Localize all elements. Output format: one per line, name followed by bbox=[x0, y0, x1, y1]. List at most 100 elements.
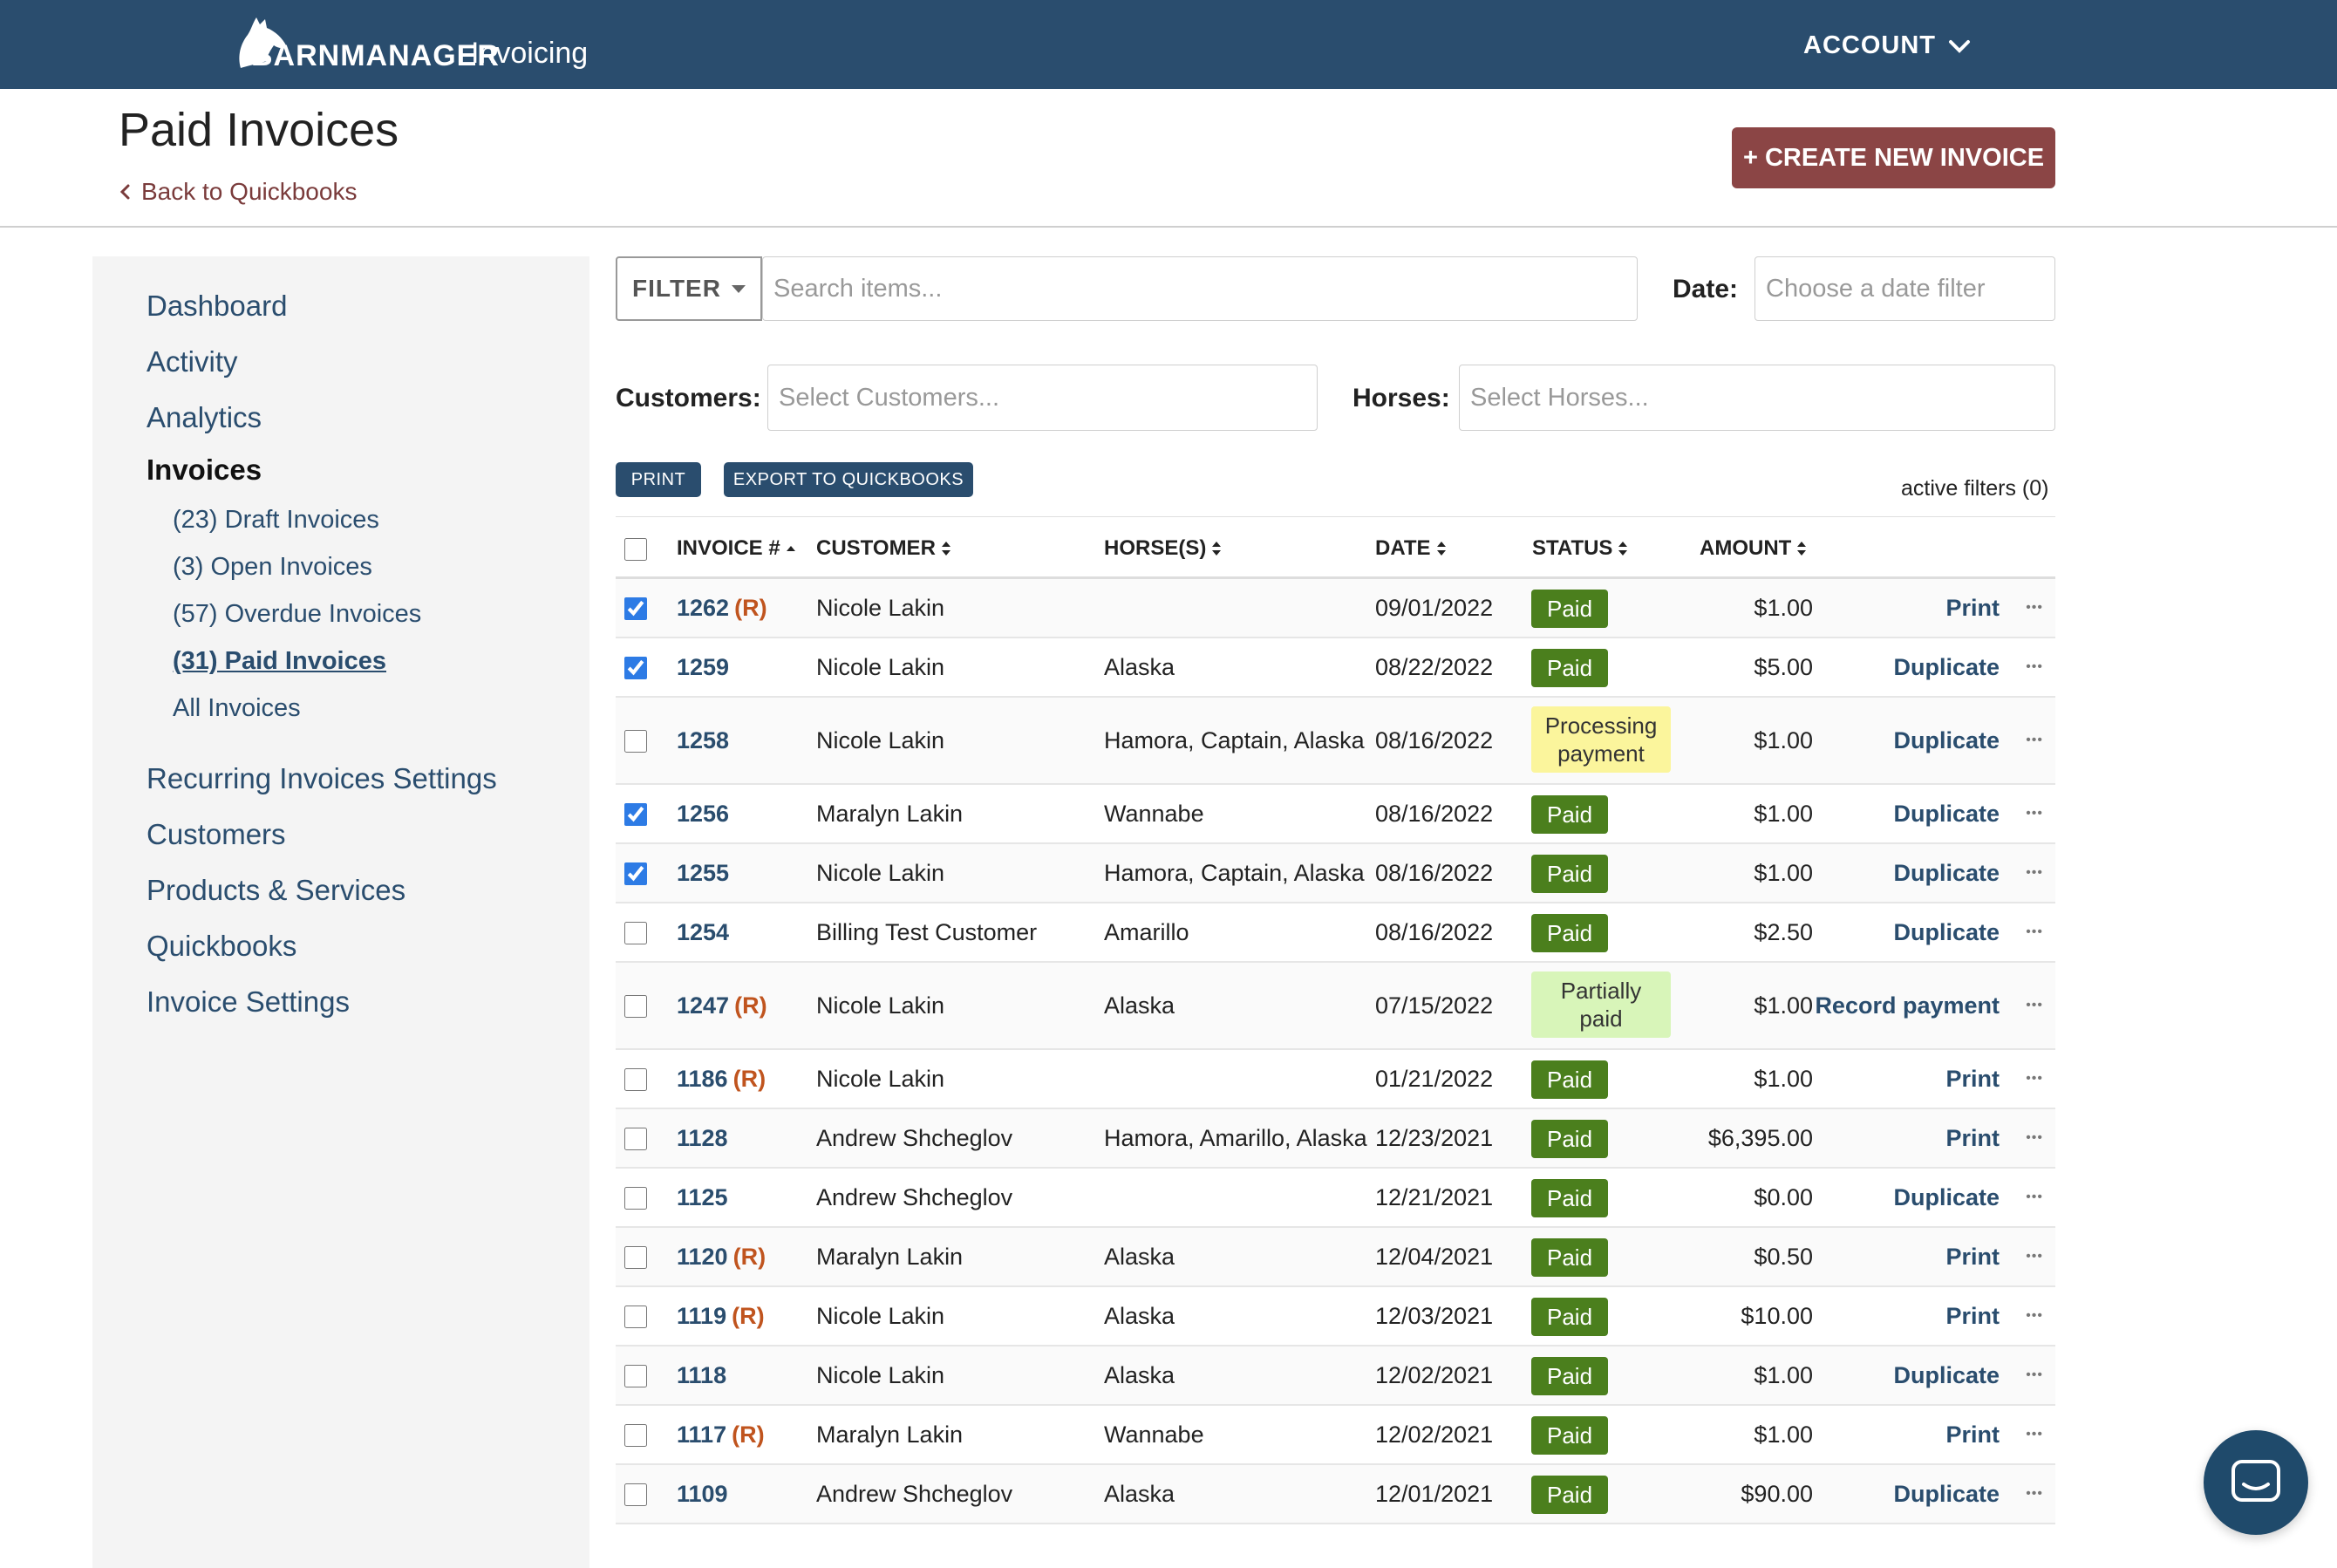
ellipsis-icon[interactable]: ••• bbox=[2026, 1427, 2043, 1442]
row-select-checkbox[interactable] bbox=[624, 1306, 647, 1328]
row-select-checkbox[interactable] bbox=[624, 1187, 647, 1210]
ellipsis-icon[interactable]: ••• bbox=[2026, 733, 2043, 747]
row-select-checkbox[interactable] bbox=[624, 1365, 647, 1387]
back-to-quickbooks-link[interactable]: Back to Quickbooks bbox=[119, 178, 357, 206]
sidebar-item-recurring-invoices-settings[interactable]: Recurring Invoices Settings bbox=[146, 762, 497, 794]
invoice-number-cell[interactable]: 1125 bbox=[677, 1184, 728, 1211]
header-amount[interactable]: AMOUNT bbox=[1700, 536, 1807, 561]
invoice-number-link[interactable]: 1258 bbox=[677, 727, 730, 753]
sidebar-item-dashboard[interactable]: Dashboard bbox=[146, 290, 288, 322]
row-action-link[interactable]: Print bbox=[1945, 1421, 2000, 1448]
table-row[interactable]: 1247 (R) Nicole Lakin Alaska 07/15/2022 Parti… bbox=[616, 963, 2055, 1050]
invoice-number-link[interactable]: 1262 bbox=[677, 595, 730, 621]
row-action-link[interactable]: Duplicate bbox=[1893, 919, 2000, 945]
invoice-number-link[interactable]: 1255 bbox=[677, 860, 730, 886]
date-filter-input[interactable] bbox=[1754, 256, 2055, 321]
ellipsis-icon[interactable]: ••• bbox=[2026, 1190, 2043, 1204]
invoice-number-link[interactable]: 1117 bbox=[677, 1421, 727, 1448]
row-action-link[interactable]: Print bbox=[1945, 1303, 2000, 1329]
invoice-number-cell[interactable]: 1128 bbox=[677, 1125, 728, 1152]
sidebar-subitem-all-invoices[interactable]: All Invoices bbox=[173, 694, 301, 722]
sidebar-subitem-overdue-invoices[interactable]: (57) Overdue Invoices bbox=[173, 600, 422, 628]
invoice-number-link[interactable]: 1128 bbox=[677, 1125, 728, 1151]
invoice-number-link[interactable]: 1125 bbox=[677, 1184, 728, 1210]
row-action-link[interactable]: Duplicate bbox=[1893, 1184, 2000, 1210]
row-select-checkbox[interactable] bbox=[624, 1128, 647, 1150]
table-row[interactable]: 1254 Billing Test Customer Amarillo 08/16/2… bbox=[616, 903, 2055, 963]
select-all-checkbox[interactable] bbox=[624, 538, 647, 561]
row-select-checkbox[interactable] bbox=[624, 995, 647, 1018]
table-row[interactable]: 1109 Andrew Shcheglov Alaska 12/01/2021 Paid… bbox=[616, 1465, 2055, 1524]
invoice-number-link[interactable]: 1259 bbox=[677, 654, 730, 680]
row-select-checkbox[interactable] bbox=[624, 803, 647, 826]
sidebar-item-activity[interactable]: Activity bbox=[146, 345, 238, 378]
table-row[interactable]: 1255 Nicole Lakin Hamora, Captain, Alaska 0… bbox=[616, 844, 2055, 903]
sidebar-item-invoice-settings[interactable]: Invoice Settings bbox=[146, 985, 350, 1018]
row-select-checkbox[interactable] bbox=[624, 862, 647, 885]
filter-dropdown-button[interactable]: FILTER bbox=[616, 256, 762, 321]
table-row[interactable]: 1118 Nicole Lakin Alaska 12/02/2021 Paid $1.0… bbox=[616, 1346, 2055, 1406]
account-menu[interactable]: ACCOUNT bbox=[1803, 31, 1971, 60]
ellipsis-icon[interactable]: ••• bbox=[2026, 1308, 2043, 1323]
sidebar-subitem-draft-invoices[interactable]: (23) Draft Invoices bbox=[173, 506, 379, 534]
invoice-number-cell[interactable]: 1109 bbox=[677, 1481, 728, 1508]
invoice-number-cell[interactable]: 1120 (R) bbox=[677, 1244, 766, 1271]
ellipsis-icon[interactable]: ••• bbox=[2026, 1130, 2043, 1145]
table-row[interactable]: 1119 (R) Nicole Lakin Alaska 12/03/2021 Paid $… bbox=[616, 1287, 2055, 1346]
invoice-number-cell[interactable]: 1117 (R) bbox=[677, 1421, 765, 1449]
row-select-checkbox[interactable] bbox=[624, 1483, 647, 1506]
ellipsis-icon[interactable]: ••• bbox=[2026, 1367, 2043, 1382]
table-row[interactable]: 1125 Andrew Shcheglov 12/21/2021 Paid $0.00 D… bbox=[616, 1169, 2055, 1228]
ellipsis-icon[interactable]: ••• bbox=[2026, 1249, 2043, 1264]
invoice-number-cell[interactable]: 1259 bbox=[677, 654, 729, 681]
row-select-checkbox[interactable] bbox=[624, 657, 647, 679]
invoice-number-link[interactable]: 1118 bbox=[677, 1362, 727, 1388]
sidebar-item-quickbooks[interactable]: Quickbooks bbox=[146, 930, 297, 962]
row-action-link[interactable]: Duplicate bbox=[1893, 654, 2000, 680]
ellipsis-icon[interactable]: ••• bbox=[2026, 998, 2043, 1012]
ellipsis-icon[interactable]: ••• bbox=[2026, 806, 2043, 821]
row-action-link[interactable]: Record payment bbox=[1815, 992, 2000, 1019]
table-row[interactable]: 1259 Nicole Lakin Alaska 08/22/2022 Paid $5.0… bbox=[616, 638, 2055, 698]
row-select-checkbox[interactable] bbox=[624, 922, 647, 944]
table-row[interactable]: 1128 Andrew Shcheglov Hamora, Amarillo, Al… bbox=[616, 1109, 2055, 1169]
customers-select[interactable] bbox=[767, 365, 1318, 431]
sidebar-item-invoices[interactable]: Invoices bbox=[146, 453, 262, 486]
row-action-link[interactable]: Print bbox=[1945, 595, 2000, 621]
invoice-number-cell[interactable]: 1254 bbox=[677, 919, 729, 946]
row-action-link[interactable]: Duplicate bbox=[1893, 727, 2000, 753]
row-action-link[interactable]: Duplicate bbox=[1893, 801, 2000, 827]
export-to-quickbooks-button[interactable]: EXPORT TO QUICKBOOKS bbox=[724, 462, 973, 497]
header-horses[interactable]: HORSE(S) bbox=[1104, 536, 1222, 561]
invoice-number-link[interactable]: 1186 bbox=[677, 1066, 728, 1092]
ellipsis-icon[interactable]: ••• bbox=[2026, 1486, 2043, 1501]
table-row[interactable]: 1186 (R) Nicole Lakin 01/21/2022 Paid $1.00 Pr… bbox=[616, 1050, 2055, 1109]
row-select-checkbox[interactable] bbox=[624, 597, 647, 620]
chat-launcher-button[interactable] bbox=[2204, 1430, 2308, 1535]
invoice-number-cell[interactable]: 1119 (R) bbox=[677, 1303, 765, 1330]
search-input[interactable] bbox=[762, 256, 1638, 321]
invoice-number-cell[interactable]: 1186 (R) bbox=[677, 1066, 766, 1093]
invoice-number-cell[interactable]: 1258 bbox=[677, 727, 729, 754]
table-row[interactable]: 1120 (R) Maralyn Lakin Alaska 12/04/2021 Paid… bbox=[616, 1228, 2055, 1287]
invoice-number-cell[interactable]: 1247 (R) bbox=[677, 992, 767, 1019]
brand-logo[interactable]: BARNMANAGER bbox=[228, 12, 500, 73]
row-select-checkbox[interactable] bbox=[624, 1068, 647, 1091]
row-action-link[interactable]: Duplicate bbox=[1893, 1362, 2000, 1388]
sidebar-item-customers[interactable]: Customers bbox=[146, 818, 286, 850]
ellipsis-icon[interactable]: ••• bbox=[2026, 924, 2043, 939]
invoice-number-link[interactable]: 1120 bbox=[677, 1244, 728, 1270]
header-status[interactable]: STATUS bbox=[1532, 536, 1628, 561]
row-action-link[interactable]: Print bbox=[1945, 1244, 2000, 1270]
ellipsis-icon[interactable]: ••• bbox=[2026, 1071, 2043, 1086]
invoice-number-cell[interactable]: 1118 bbox=[677, 1362, 726, 1389]
ellipsis-icon[interactable]: ••• bbox=[2026, 659, 2043, 674]
sidebar-item-analytics[interactable]: Analytics bbox=[146, 401, 262, 433]
sidebar-item-products-services[interactable]: Products & Services bbox=[146, 874, 406, 906]
horses-select[interactable] bbox=[1459, 365, 2055, 431]
table-row[interactable]: 1256 Maralyn Lakin Wannabe 08/16/2022 Paid $1… bbox=[616, 785, 2055, 844]
sidebar-subitem-open-invoices[interactable]: (3) Open Invoices bbox=[173, 553, 372, 581]
table-row[interactable]: 1262 (R) Nicole Lakin 09/01/2022 Paid $1.00 Pr… bbox=[616, 579, 2055, 638]
invoice-number-link[interactable]: 1254 bbox=[677, 919, 730, 945]
invoice-number-link[interactable]: 1119 bbox=[677, 1303, 727, 1329]
